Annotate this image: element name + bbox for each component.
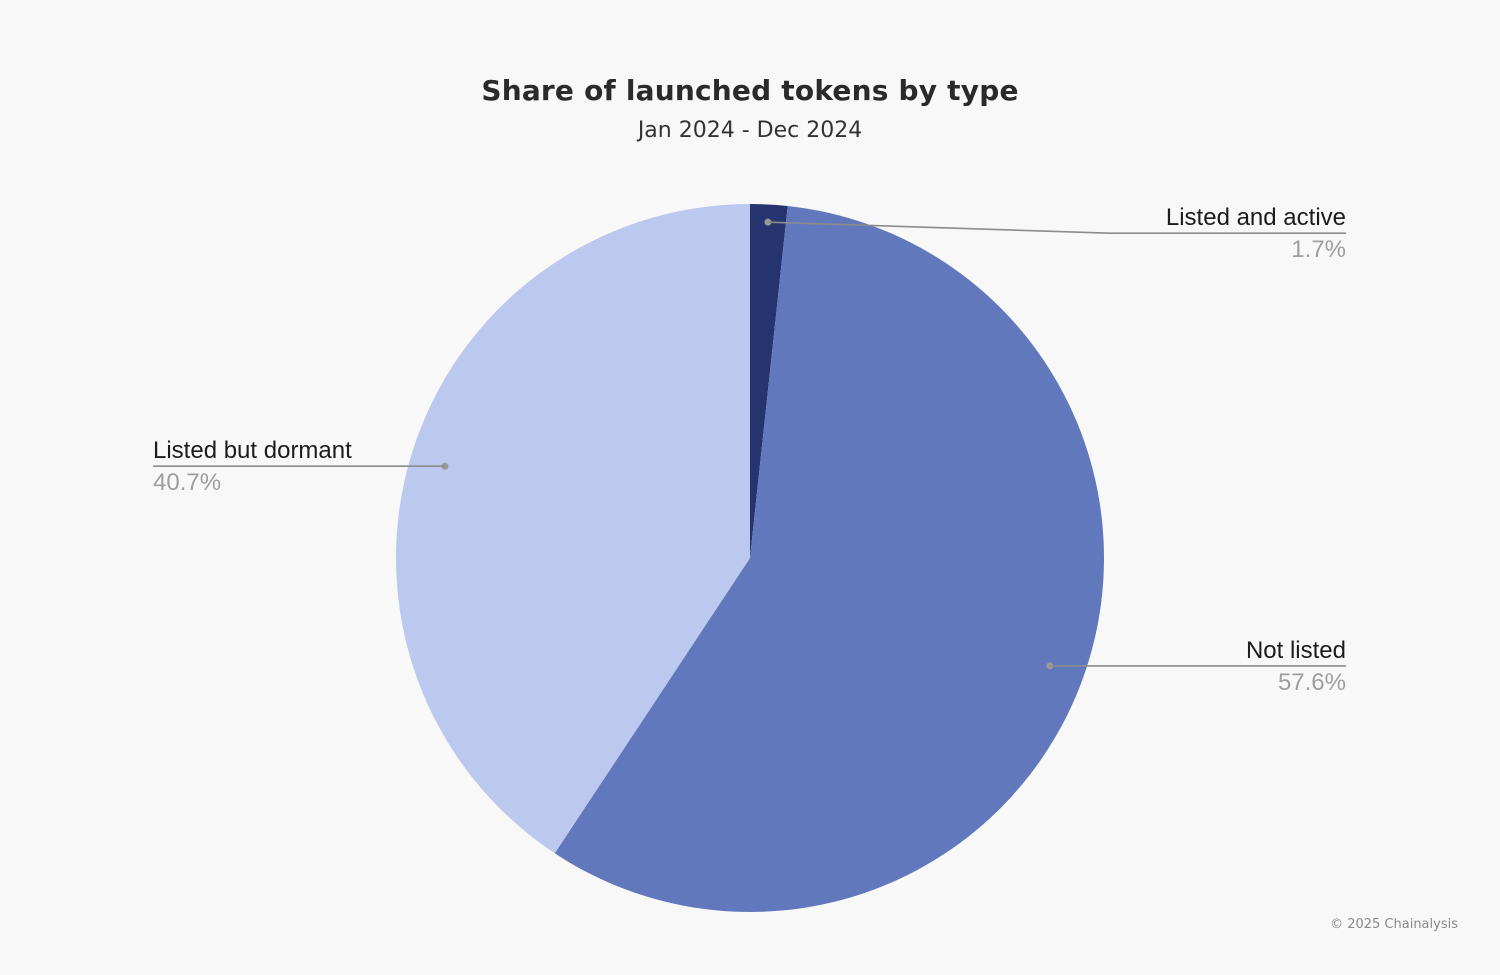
slice-value-label-listed-and-active: 1.7%: [1291, 236, 1346, 263]
pie-slices: [396, 204, 1104, 912]
slice-label-listed-but-dormant: Listed but dormant: [153, 437, 352, 464]
chart-title: Share of launched tokens by type: [481, 74, 1019, 107]
slice-listed-but-dormant: [396, 204, 750, 854]
slice-leader-lines: [153, 218, 1346, 670]
slice-value-label-listed-but-dormant: 40.7%: [153, 469, 221, 496]
slice-value-label-not-listed: 57.6%: [1278, 669, 1346, 696]
slice-listed-and-active: [750, 204, 788, 558]
slice-not-listed: [554, 206, 1104, 912]
chart-subtitle: Jan 2024 - Dec 2024: [637, 118, 863, 143]
slice-label-not-listed: Not listed: [1246, 637, 1346, 664]
copyright-notice: © 2025 Chainalysis: [1330, 917, 1458, 932]
leader-line-listed-and-active: [767, 221, 1346, 234]
slice-label-listed-and-active: Listed and active: [1166, 204, 1346, 231]
slice-labels: Listed and active 1.7% Not listed 57.6% List…: [153, 204, 1346, 696]
